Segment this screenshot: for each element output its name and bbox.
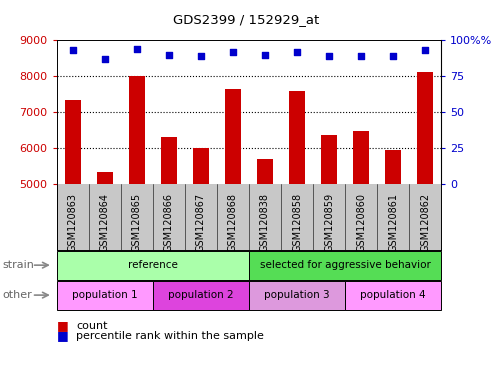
Bar bbox=[289, 91, 305, 184]
Bar bbox=[65, 100, 81, 184]
Point bbox=[357, 53, 365, 59]
Bar bbox=[97, 172, 113, 184]
Text: reference: reference bbox=[128, 260, 178, 270]
Bar bbox=[161, 137, 177, 184]
Point bbox=[69, 47, 77, 53]
Point bbox=[101, 56, 108, 62]
Text: ■: ■ bbox=[57, 319, 69, 333]
Bar bbox=[385, 150, 401, 184]
Bar bbox=[417, 72, 433, 184]
Text: population 4: population 4 bbox=[360, 290, 426, 300]
Text: population 3: population 3 bbox=[264, 290, 330, 300]
Text: population 1: population 1 bbox=[72, 290, 138, 300]
Point bbox=[293, 49, 301, 55]
Bar bbox=[257, 159, 273, 184]
Text: count: count bbox=[76, 321, 108, 331]
Point bbox=[229, 49, 237, 55]
Text: percentile rank within the sample: percentile rank within the sample bbox=[76, 331, 264, 341]
Bar bbox=[225, 89, 241, 184]
Text: population 2: population 2 bbox=[168, 290, 234, 300]
Point bbox=[197, 53, 205, 59]
Point bbox=[133, 46, 141, 52]
Point bbox=[421, 47, 429, 53]
Text: GDS2399 / 152929_at: GDS2399 / 152929_at bbox=[174, 13, 319, 26]
Point bbox=[165, 52, 173, 58]
Bar bbox=[353, 131, 369, 184]
Bar bbox=[321, 135, 337, 184]
Bar bbox=[129, 76, 145, 184]
Text: strain: strain bbox=[2, 260, 35, 270]
Point bbox=[261, 52, 269, 58]
Bar bbox=[193, 147, 209, 184]
Text: other: other bbox=[2, 290, 32, 300]
Point bbox=[389, 53, 397, 59]
Point bbox=[325, 53, 333, 59]
Text: selected for aggressive behavior: selected for aggressive behavior bbox=[260, 260, 430, 270]
Text: ■: ■ bbox=[57, 329, 69, 343]
